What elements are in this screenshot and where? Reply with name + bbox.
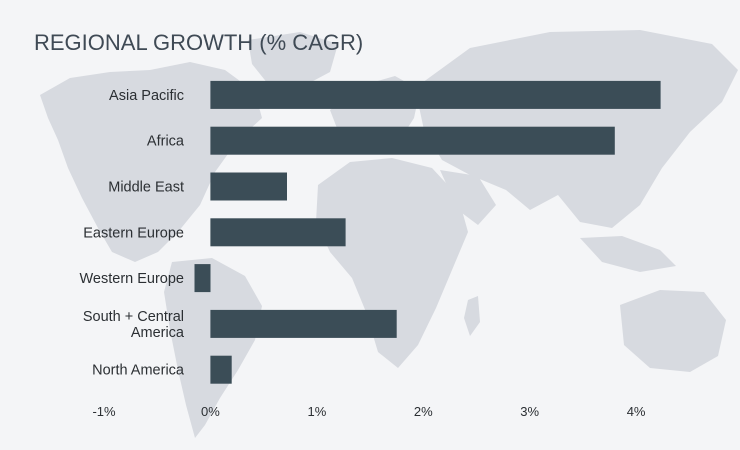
bar-asia-pacific xyxy=(210,80,661,109)
bar-middle-east xyxy=(210,172,287,201)
x-tick-label: 0% xyxy=(201,404,220,419)
map-madagascar xyxy=(464,296,480,336)
x-tick-labels: -1% 0% 1% 2% 3% 4% xyxy=(92,404,645,419)
bar-africa xyxy=(210,126,615,155)
category-labels: Asia Pacific Africa Middle East Eastern Eur… xyxy=(79,88,184,379)
bars xyxy=(194,80,661,384)
x-tick-label: -1% xyxy=(92,404,116,419)
category-label: Asia Pacific xyxy=(109,88,184,104)
bar-north-america xyxy=(210,355,232,384)
bar-eastern-europe xyxy=(210,218,346,247)
category-label: Middle East xyxy=(108,180,184,196)
chart-title: REGIONAL GROWTH (% CAGR) xyxy=(34,30,363,55)
bar-western-europe xyxy=(194,264,211,293)
map-arabia xyxy=(440,170,496,225)
map-north-america xyxy=(40,62,262,262)
map-south-america xyxy=(164,258,262,438)
category-label: South + Central America xyxy=(83,309,185,341)
x-tick-label: 4% xyxy=(627,404,646,419)
map-australia xyxy=(620,290,726,372)
category-label: Western Europe xyxy=(79,271,184,287)
x-tick-label: 1% xyxy=(308,404,327,419)
map-greenland xyxy=(248,32,338,88)
x-tick-label: 2% xyxy=(414,404,433,419)
bar-south-central-america xyxy=(210,309,397,338)
map-africa xyxy=(316,158,468,368)
x-tick-label: 3% xyxy=(520,404,539,419)
category-label: Eastern Europe xyxy=(83,225,184,241)
category-label: North America xyxy=(92,363,185,379)
category-label: Africa xyxy=(147,134,185,150)
map-southeast-asia xyxy=(580,236,676,272)
